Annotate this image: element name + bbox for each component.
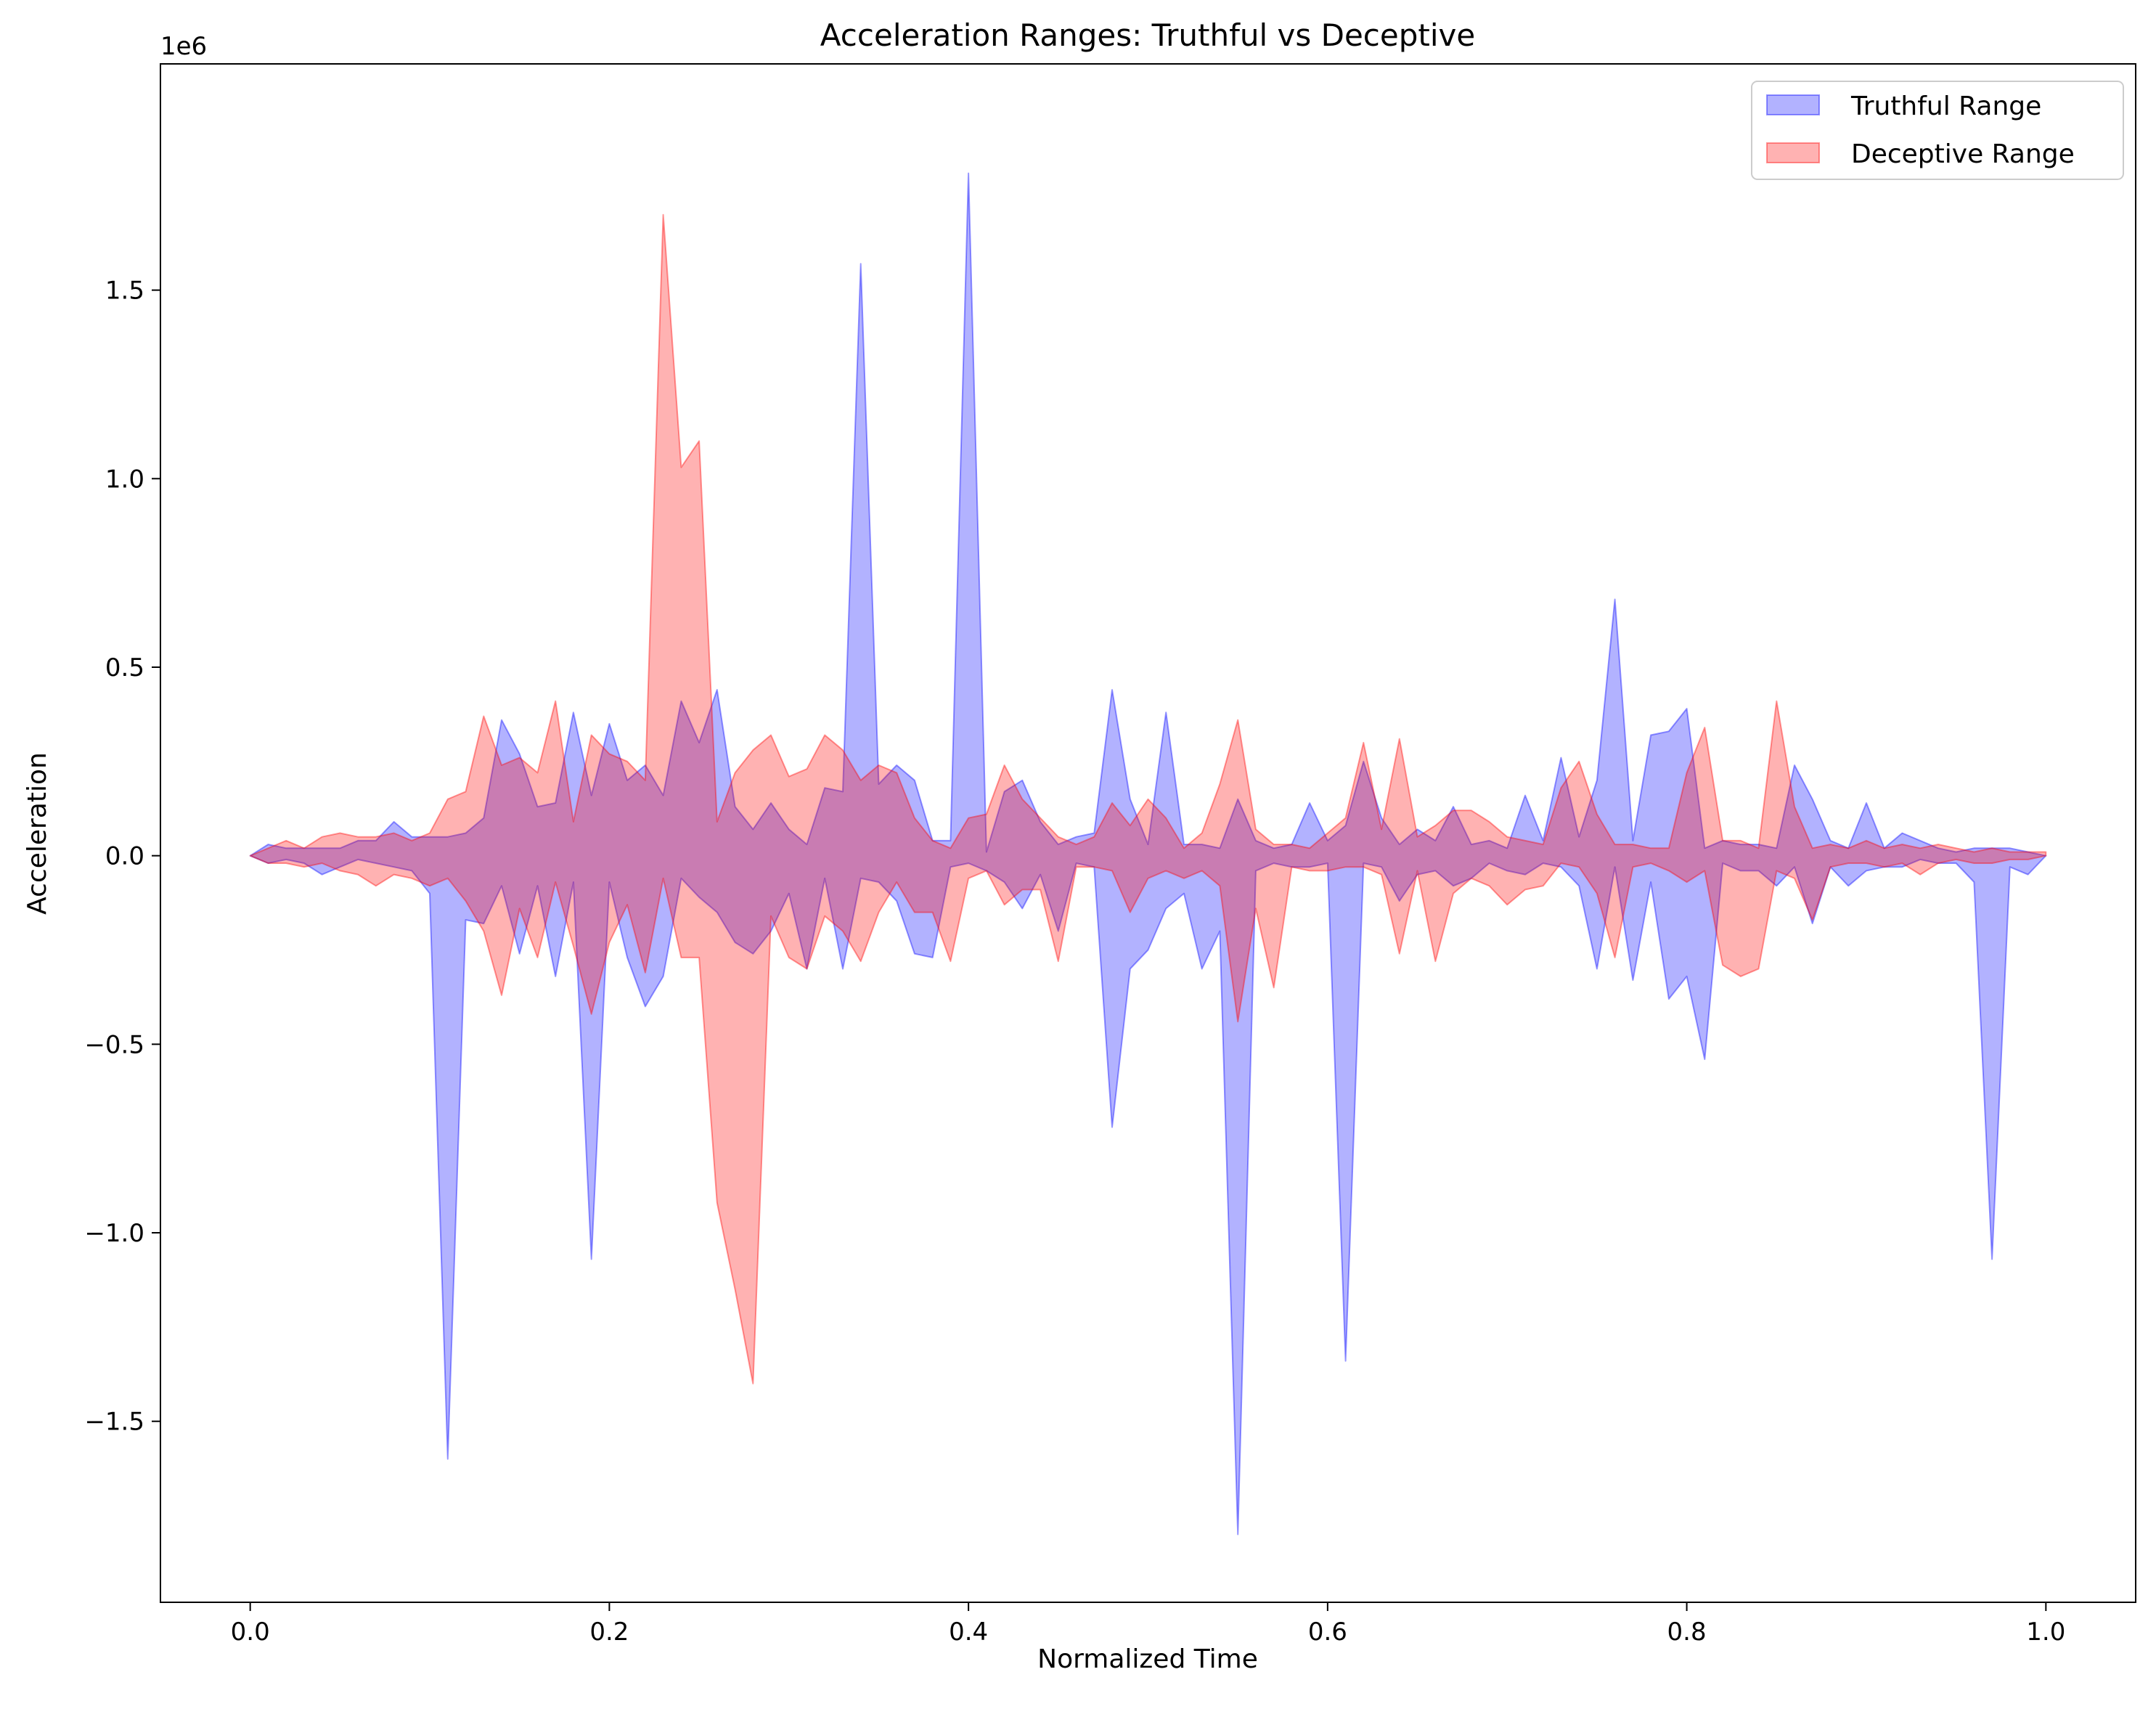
legend-swatch-deceptive	[1766, 142, 1820, 163]
chart-title: Acceleration Ranges: Truthful vs Decepti…	[820, 17, 1475, 53]
legend-label-truthful: Truthful Range	[1850, 91, 2041, 121]
y-axis-label: Acceleration	[23, 752, 52, 915]
y-tick-label: 0.5	[105, 653, 144, 682]
area-truthful-range	[249, 172, 2047, 1535]
y-tick-label: 1.5	[105, 277, 144, 306]
legend-label-deceptive: Deceptive Range	[1851, 139, 2075, 169]
area-deceptive-range	[249, 213, 2047, 1384]
x-tick-label: 0.6	[1308, 1618, 1347, 1647]
legend-frame	[1751, 81, 2124, 180]
plot-areas	[249, 172, 2047, 1535]
x-axis-label: Normalized Time	[1037, 1644, 1258, 1674]
x-tick-label: 0.8	[1667, 1618, 1707, 1647]
y-axis: −1.5 −1.0 −0.5 0.0 0.5 1.0 1.5	[84, 277, 160, 1437]
y-tick-label: 0.0	[105, 842, 144, 871]
y-tick-label: 1.0	[105, 465, 144, 494]
y-tick-label: −1.0	[84, 1219, 144, 1248]
y-axis-offset-label: 1e6	[160, 32, 207, 61]
y-tick-label: −0.5	[84, 1030, 144, 1059]
x-axis: 0.0 0.2 0.4 0.6 0.8 1.0	[231, 1602, 2065, 1647]
x-tick-label: 0.4	[949, 1618, 988, 1647]
y-tick-label: −1.5	[84, 1408, 144, 1437]
x-tick-label: 0.0	[231, 1618, 270, 1647]
legend-swatch-truthful	[1766, 94, 1820, 115]
plot-frame	[160, 63, 2136, 1603]
x-tick-label: 0.2	[589, 1618, 629, 1647]
legend: Truthful Range Deceptive Range	[1751, 81, 2124, 180]
x-tick-label: 1.0	[2026, 1618, 2065, 1647]
